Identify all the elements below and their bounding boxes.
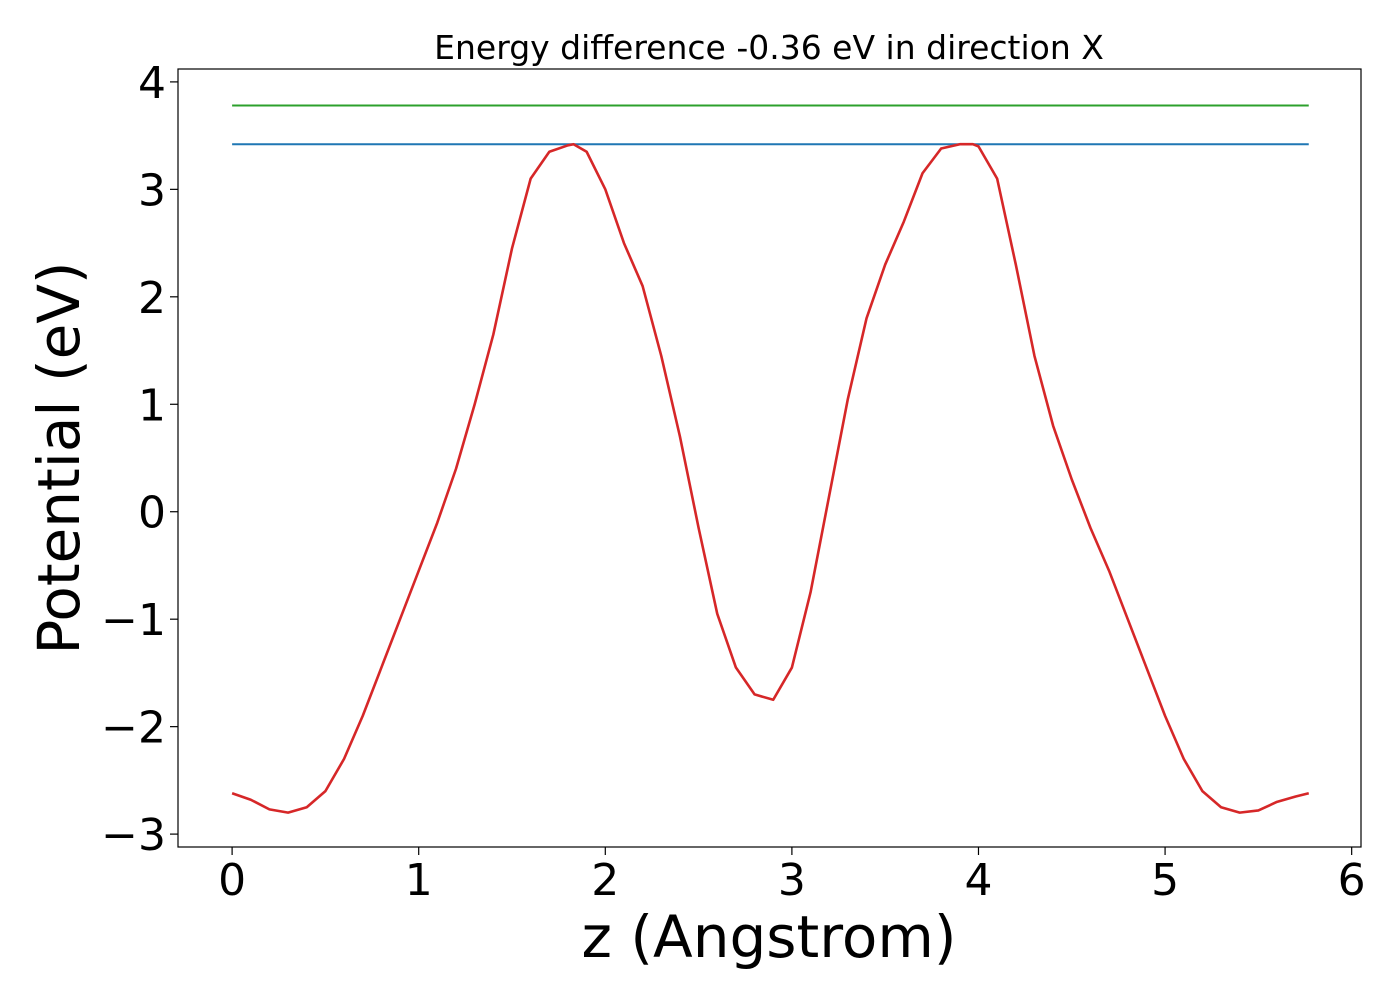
y-tick-label: 4 [138, 58, 166, 109]
x-tick-label: 0 [218, 855, 246, 906]
plot-lines [231, 104, 1310, 814]
x-tick-label: 6 [1338, 855, 1366, 906]
y-tick-label: −3 [101, 810, 166, 861]
x-axis: 0 1 2 3 4 5 6 [218, 847, 1366, 906]
y-tick-label: 2 [138, 273, 166, 324]
x-tick-label: 3 [778, 855, 806, 906]
series-line-3 [231, 142, 1310, 814]
y-axis: −3 −2 −1 0 1 2 3 4 [101, 58, 178, 861]
x-axis-label: z (Angstrom) [582, 903, 957, 971]
x-tick-label: 1 [405, 855, 433, 906]
x-tick-label: 5 [1151, 855, 1179, 906]
y-tick-label: 1 [138, 380, 166, 431]
x-tick-label: 4 [964, 855, 992, 906]
x-tick-label: 2 [591, 855, 619, 906]
plot-frame [177, 68, 1362, 848]
y-tick-label: 3 [138, 165, 166, 216]
y-tick-label: −1 [101, 595, 166, 646]
chart-title: Energy difference -0.36 eV in direction … [434, 28, 1104, 67]
y-axis-label: Potential (eV) [25, 261, 93, 654]
y-tick-label: −2 [101, 703, 166, 754]
y-tick-label: 0 [138, 488, 166, 539]
